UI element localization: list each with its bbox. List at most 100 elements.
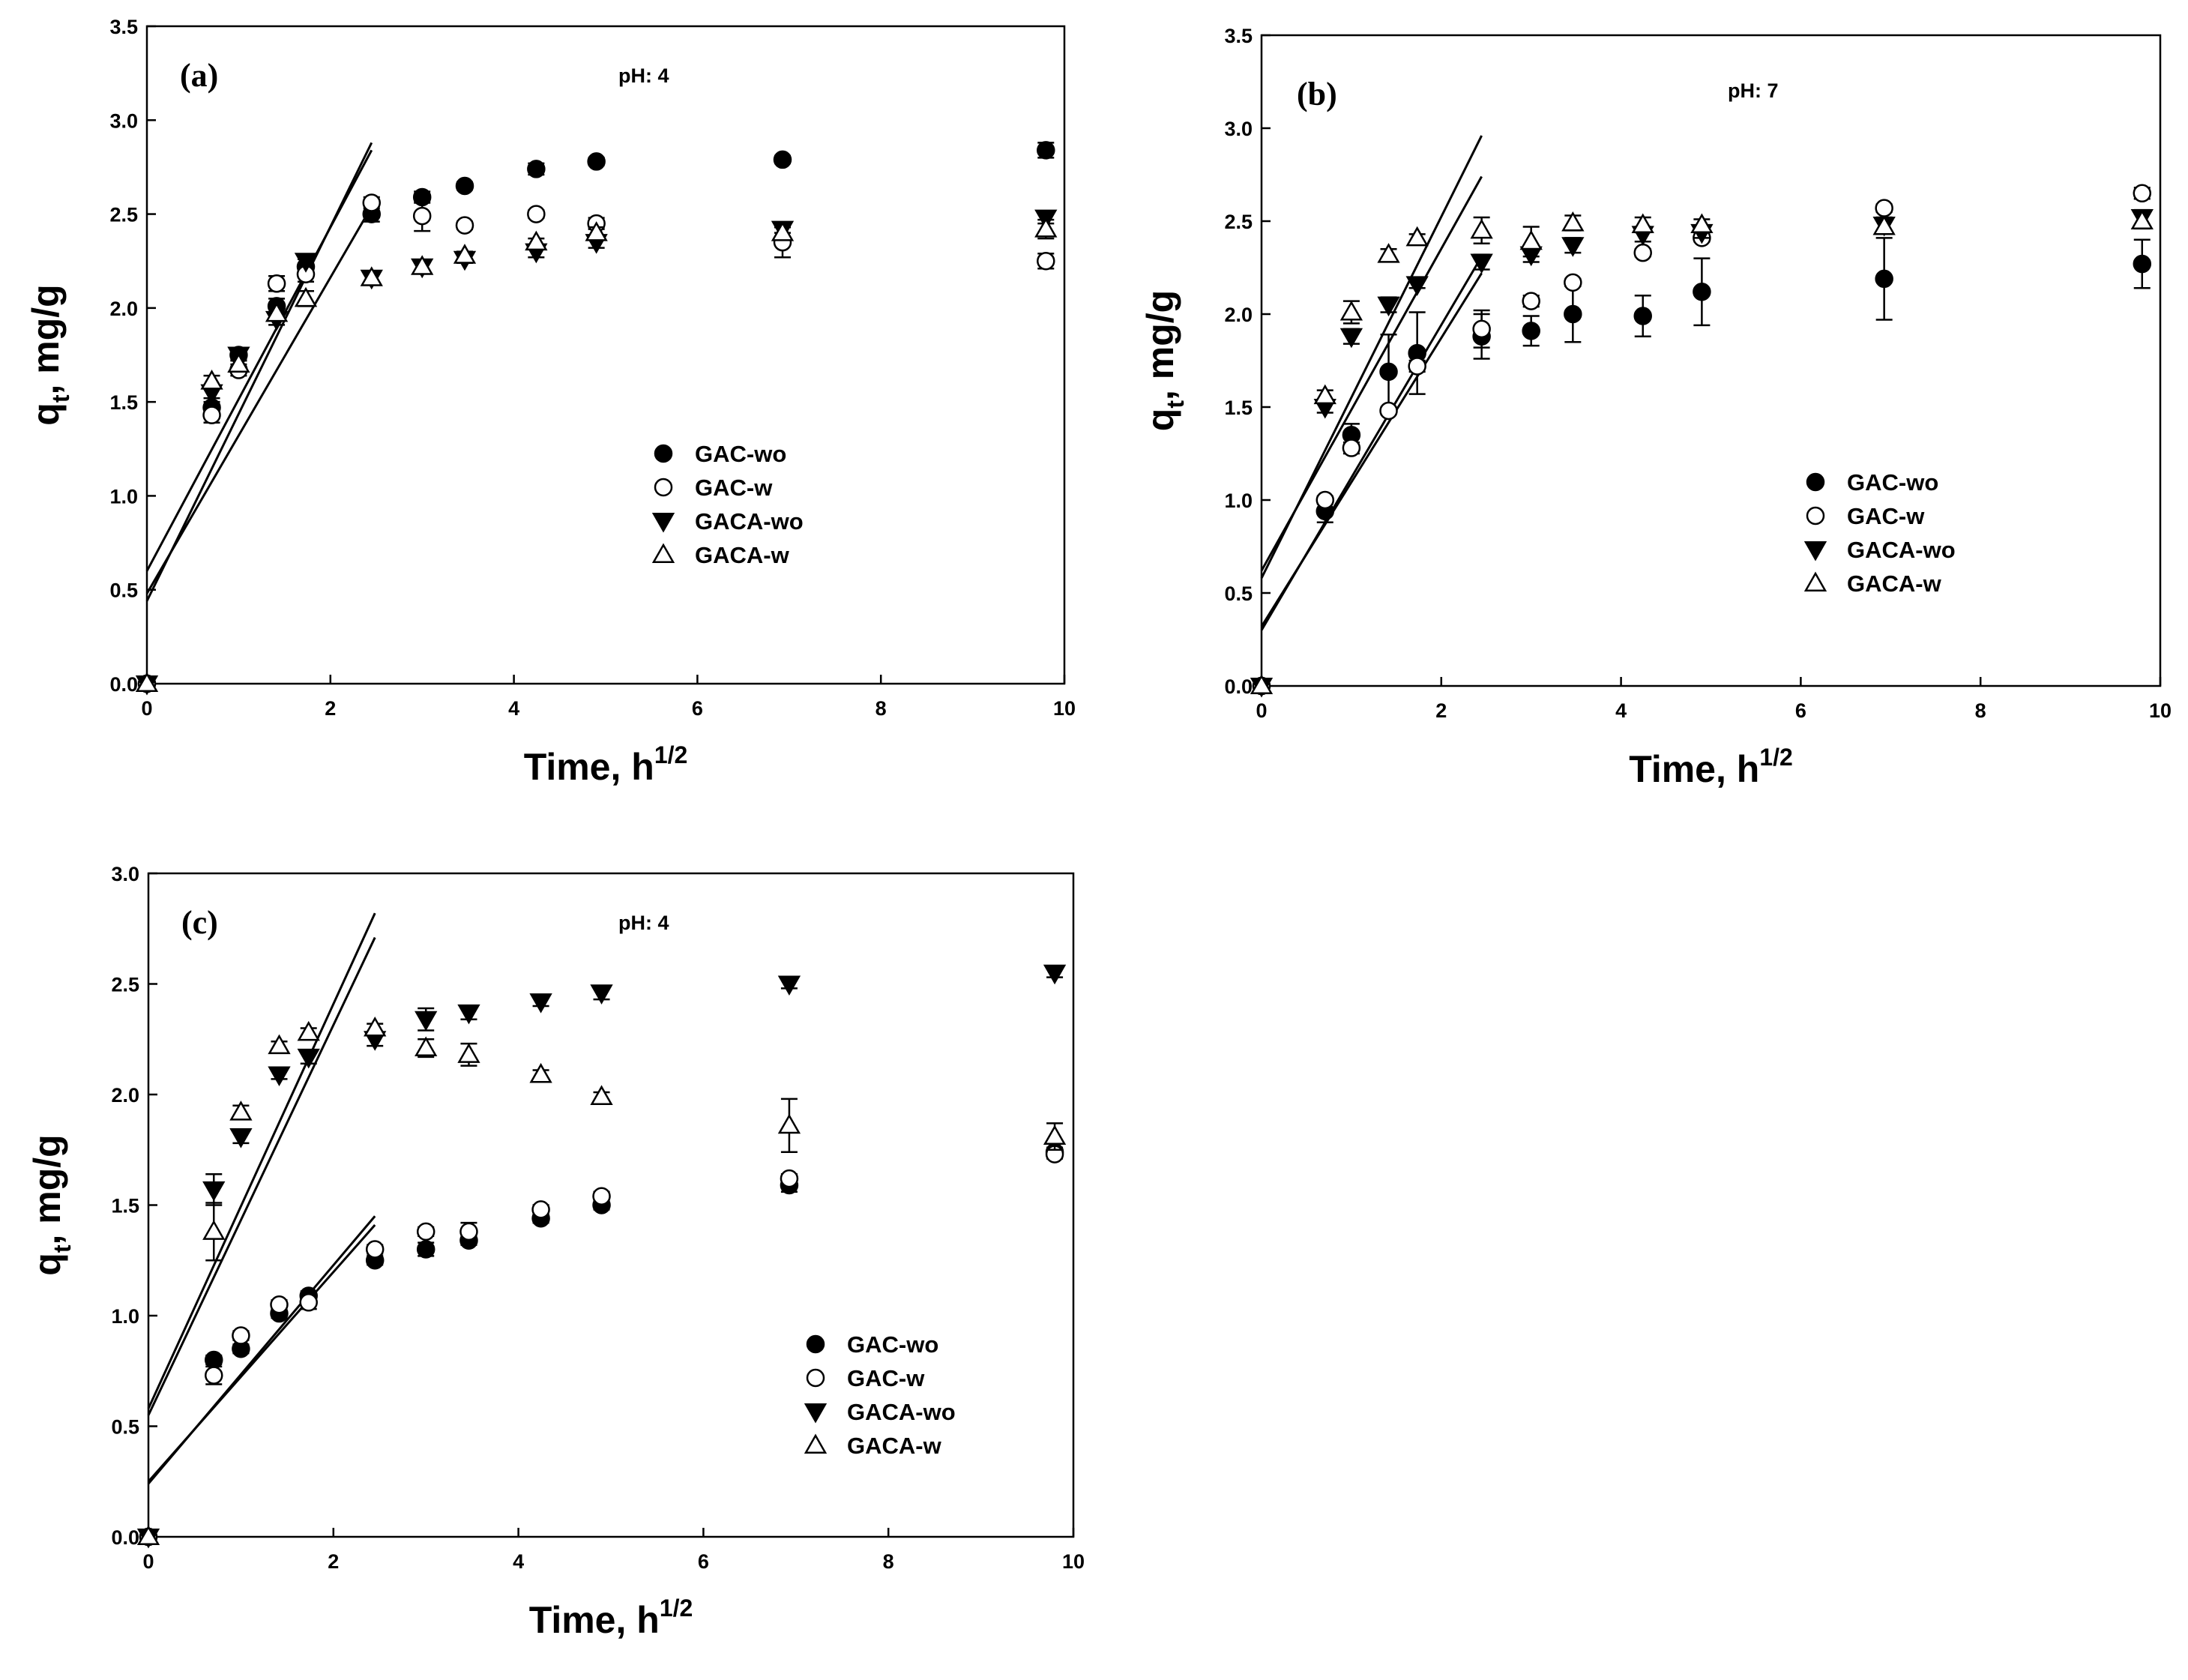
data-point (2133, 254, 2152, 274)
y-tick-label: 3.5 (1224, 25, 1253, 47)
y-tick-label: 2.0 (109, 298, 138, 320)
data-point (525, 230, 548, 251)
y-tick-label: 1.0 (1224, 490, 1253, 512)
y-tick-label: 2.0 (1224, 304, 1253, 326)
x-axis-title: Time, h1/2 (1629, 744, 1793, 790)
data-point (268, 1034, 291, 1055)
data-point (1561, 211, 1585, 232)
x-tick-label: 6 (692, 697, 703, 720)
legend-marker (1806, 472, 1825, 492)
data-point (365, 1240, 385, 1259)
data-point (1472, 319, 1491, 339)
data-point (202, 1220, 226, 1240)
data-point (416, 1222, 436, 1241)
ph-annotation: pH: 7 (1728, 79, 1779, 102)
panel-label: (b) (1297, 76, 1337, 112)
data-point (2130, 209, 2154, 229)
series-gac-w (137, 193, 1055, 693)
data-point (1564, 273, 1582, 292)
y-axis-title-unit: , mg/g (1139, 290, 1181, 400)
data-point (1377, 243, 1400, 263)
data-point (592, 1187, 611, 1205)
y-tick-label: 0.0 (1224, 675, 1253, 698)
x-axis-title: Time, h1/2 (529, 1595, 693, 1641)
data-point (204, 1366, 223, 1385)
y-tick-label: 1.5 (109, 391, 138, 414)
x-axis-title-sup: 1/2 (654, 741, 687, 768)
chart-panel-a: 0 2 4 6 8 10 0.0 0.5 1.0 1.5 2.0 2.5 3.0 3.5 Time, h1/… (25, 16, 1076, 788)
fit-line (147, 912, 376, 1409)
data-point (297, 1048, 320, 1069)
legend-label: GACA-wo (695, 508, 804, 535)
legend-label: GAC-w (1847, 503, 1925, 529)
data-point (229, 1128, 253, 1148)
data-point (1875, 269, 1893, 289)
data-point (1690, 213, 1714, 233)
fit-line (145, 205, 373, 594)
y-axis-title-sub: t (47, 394, 74, 403)
plot-frame (1260, 34, 2162, 687)
y-axis-title-unit: , mg/g (25, 284, 67, 394)
data-point (268, 1066, 291, 1086)
y-axis-title-main: q (25, 403, 67, 426)
data-point (411, 255, 434, 275)
data-point (267, 274, 286, 293)
data-point (202, 1181, 226, 1202)
data-point (1313, 384, 1336, 405)
y-tick-label: 2.5 (111, 974, 139, 996)
data-point (1043, 964, 1067, 985)
data-point (364, 1016, 387, 1037)
data-point (1379, 401, 1398, 421)
legend-label: GACA-w (695, 542, 790, 568)
y-axis-title: qt, mg/g (25, 284, 74, 425)
data-point (587, 152, 606, 171)
legend-marker (1803, 541, 1827, 561)
x-tick-label: 8 (1975, 699, 1986, 722)
legend-marker (1806, 506, 1825, 526)
data-point (590, 984, 613, 1005)
data-point (200, 370, 223, 390)
data-point (527, 160, 546, 178)
y-tick-label: 0.5 (111, 1416, 139, 1439)
x-tick-label: 6 (698, 1550, 709, 1573)
data-point (1405, 276, 1429, 296)
data-point (455, 176, 474, 196)
x-tick-label: 2 (325, 697, 336, 720)
data-point (1564, 304, 1582, 324)
x-tick-label: 4 (1615, 699, 1627, 722)
data-point (299, 1293, 318, 1312)
y-tick-label: 1.0 (109, 485, 138, 508)
legend-marker (806, 1368, 825, 1388)
data-point (1037, 141, 1055, 160)
data-point (1693, 282, 1711, 301)
data-point (202, 406, 221, 424)
data-point (360, 266, 383, 286)
plot-frame (145, 25, 1066, 685)
data-point (229, 1101, 253, 1121)
x-tick-label: 2 (328, 1550, 339, 1573)
y-axis-title-sub: t (49, 1244, 76, 1253)
ph-annotation: pH: 4 (618, 912, 669, 934)
data-point (1872, 214, 1896, 235)
ph-annotation: pH: 4 (618, 64, 669, 87)
x-tick-label: 8 (883, 1550, 894, 1573)
x-tick-label: 0 (142, 1550, 154, 1573)
data-point (2133, 184, 2152, 203)
data-point (232, 1326, 250, 1345)
x-tick-label: 6 (1795, 699, 1806, 722)
y-tick-label: 0.5 (1224, 582, 1253, 605)
data-point (297, 1020, 320, 1041)
y-tick-label: 0.0 (109, 673, 138, 696)
data-point (1250, 674, 1274, 694)
data-point (1408, 357, 1426, 376)
legend: GAC-wo GAC-w GACA-wo GACA-w (804, 1331, 956, 1459)
x-axis-title-sup: 1/2 (660, 1595, 693, 1622)
data-point (294, 253, 318, 273)
data-point (773, 150, 792, 169)
y-axis-title: qt, mg/g (26, 1134, 76, 1275)
data-point (459, 1222, 478, 1241)
data-point (415, 1036, 438, 1057)
x-axis-title: Time, h1/2 (524, 741, 688, 788)
legend-marker (651, 513, 675, 533)
data-point (527, 205, 546, 223)
